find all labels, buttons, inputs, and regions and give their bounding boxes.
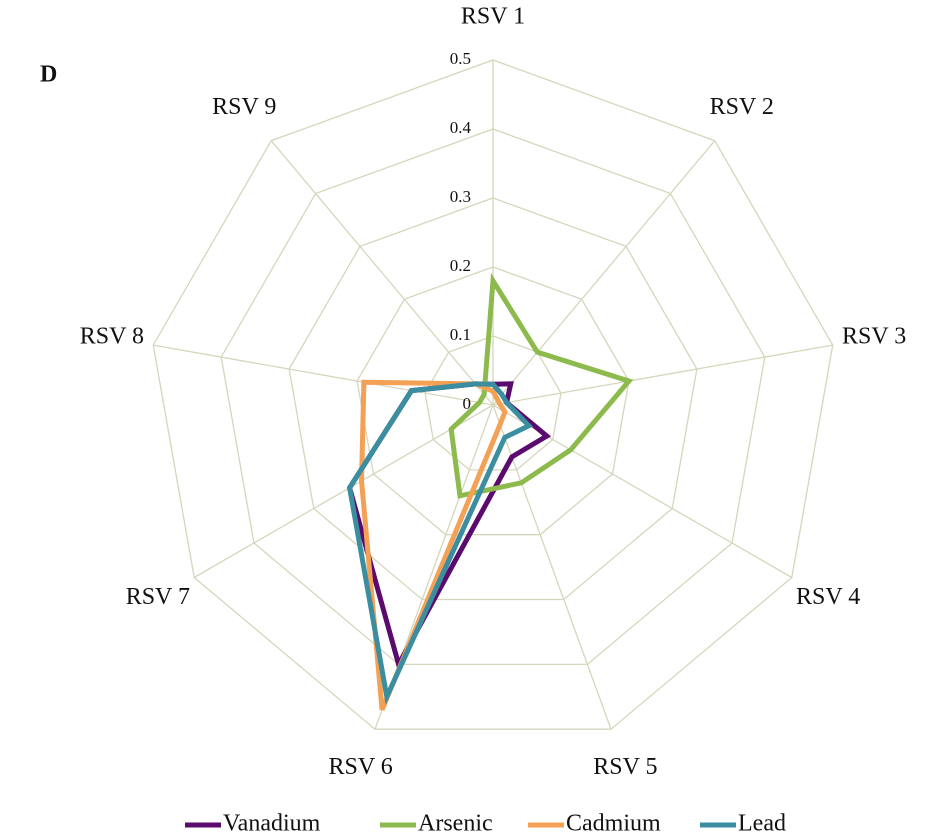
grid-ring <box>356 266 630 536</box>
grid-ring <box>152 59 834 730</box>
tick-label: 0.5 <box>450 49 471 68</box>
series-line <box>448 273 634 499</box>
tick-label: 0.1 <box>450 325 471 344</box>
spoke <box>492 140 716 406</box>
grid-ring <box>220 128 766 666</box>
axis-label: RSV 4 <box>796 584 860 610</box>
grid-ring <box>288 197 698 601</box>
axis-label: RSV 3 <box>842 323 906 349</box>
grid-ring <box>424 335 562 471</box>
tick-label: 0 <box>463 394 472 413</box>
axis-label: RSV 1 <box>461 4 525 30</box>
spoke <box>492 404 612 730</box>
tick-label: 0.3 <box>450 187 471 206</box>
axis-label: RSV 8 <box>80 323 144 349</box>
spoke <box>193 404 494 579</box>
panel-label: D <box>40 62 57 88</box>
series-line <box>346 381 552 671</box>
axis-label: RSV 9 <box>212 94 276 120</box>
legend-label: Cadmium <box>566 811 661 837</box>
spoke <box>492 344 833 406</box>
legend-label: Vanadium <box>223 811 321 837</box>
spoke <box>270 140 494 406</box>
legend-label: Arsenic <box>418 811 493 837</box>
axis-label: RSV 6 <box>329 754 393 780</box>
tick-label: 0.2 <box>450 256 471 275</box>
series-line <box>346 381 534 706</box>
legend-label: Lead <box>738 811 786 837</box>
series-line <box>359 379 508 711</box>
axis-label: RSV 7 <box>126 584 190 610</box>
tick-label: 0.4 <box>450 118 472 137</box>
axis-label: RSV 5 <box>593 754 657 780</box>
spoke <box>153 344 494 406</box>
axis-label: RSV 2 <box>710 94 774 120</box>
